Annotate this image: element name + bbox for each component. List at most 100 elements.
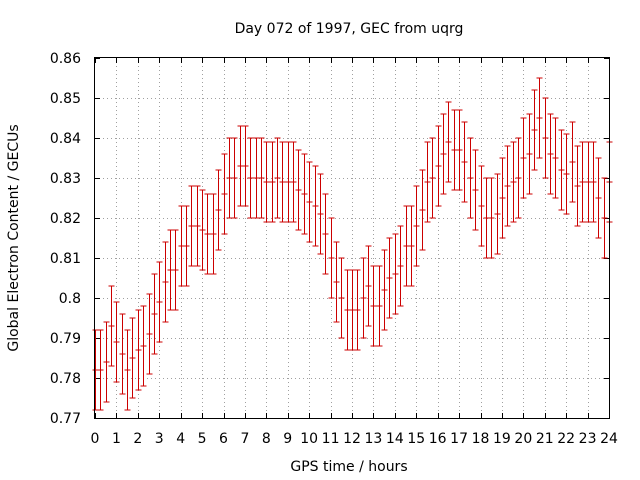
error-bar-point	[194, 185, 201, 267]
x-tick-label: 11	[322, 431, 340, 447]
error-bar-point	[488, 177, 495, 259]
error-bar-point	[376, 265, 383, 347]
x-tick-label: 6	[219, 431, 228, 447]
error-bar-point	[108, 285, 115, 367]
x-tick-label: 23	[579, 431, 597, 447]
y-tick-label: 0.78	[50, 371, 81, 387]
error-bar-point	[263, 141, 270, 223]
error-bar-point	[188, 185, 195, 267]
error-bar-point	[183, 205, 190, 287]
error-bar-point	[140, 305, 147, 387]
error-bar-point	[328, 217, 335, 299]
x-tick-label: 21	[536, 431, 554, 447]
x-tick-label: 19	[493, 431, 511, 447]
x-tick-label: 14	[386, 431, 404, 447]
x-tick-label: 13	[365, 431, 383, 447]
error-bar-point	[526, 113, 533, 195]
x-tick-label: 0	[91, 431, 100, 447]
error-bar-point	[119, 313, 126, 395]
x-tick-label: 7	[240, 431, 249, 447]
error-bar-point	[322, 193, 329, 275]
error-bar-point	[269, 141, 276, 223]
ticks-layer: 0 1 2 3 4 5 6 7 8 9 10 11 12 13 14 15 16 17 18 19 20 21 22 23 24…	[50, 51, 618, 447]
error-bar-point	[156, 261, 163, 343]
error-bar-point	[419, 169, 426, 251]
error-bar-point	[306, 161, 313, 243]
error-bar-point	[231, 137, 238, 219]
error-bar-point	[146, 293, 153, 375]
error-bar-point	[552, 117, 559, 199]
error-bar-point	[435, 125, 442, 207]
y-tick-label: 0.79	[50, 331, 81, 347]
error-bar-point	[365, 245, 372, 327]
x-tick-label: 3	[155, 431, 164, 447]
error-bar-point	[558, 129, 565, 211]
grid-layer	[95, 58, 609, 418]
error-bar-point	[370, 265, 377, 347]
error-bar-point	[408, 205, 415, 287]
error-bar-point	[247, 137, 254, 219]
x-tick-label: 9	[283, 431, 292, 447]
error-bar-point	[574, 145, 581, 227]
error-bar-point	[290, 141, 297, 223]
error-bar-point	[590, 141, 597, 223]
error-bar-point	[381, 249, 388, 331]
error-bar-point	[542, 97, 549, 179]
x-tick-label: 1	[112, 431, 121, 447]
error-bar-point	[445, 101, 452, 183]
y-tick-label: 0.85	[50, 91, 81, 107]
error-bar-point	[397, 225, 404, 307]
x-tick-label: 2	[133, 431, 142, 447]
error-bar-point	[536, 77, 543, 159]
error-bar-point	[151, 273, 158, 355]
error-bar-point	[135, 309, 142, 391]
y-tick-label: 0.83	[50, 171, 81, 187]
error-bar-point	[204, 193, 211, 275]
error-bar-point	[172, 229, 179, 311]
error-bar-point	[386, 237, 393, 319]
error-bar-point	[569, 121, 576, 203]
error-bar-point	[563, 133, 570, 215]
error-bar-point	[317, 173, 324, 255]
error-bar-point	[162, 241, 169, 323]
error-bar-point	[601, 177, 608, 259]
error-bar-point	[103, 321, 110, 403]
chart-title: Day 072 of 1997, GEC from uqrg	[235, 21, 464, 37]
plot-frame	[94, 57, 610, 419]
error-bar-point	[472, 149, 479, 231]
y-axis-label: Global Electron Content / GECUs	[6, 124, 22, 351]
x-tick-label: 16	[429, 431, 447, 447]
y-tick-label: 0.81	[50, 251, 81, 267]
error-bar-point	[531, 89, 538, 171]
x-tick-label: 20	[514, 431, 532, 447]
x-axis-label: GPS time / hours	[290, 459, 407, 475]
error-bar-point	[467, 137, 474, 219]
error-bar-point	[456, 109, 463, 191]
y-tick-label: 0.84	[50, 131, 81, 147]
error-bar-point	[429, 137, 436, 219]
error-bar-point	[499, 157, 506, 239]
error-bar-point	[124, 329, 131, 411]
error-bar-point	[478, 165, 485, 247]
x-tick-label: 10	[300, 431, 318, 447]
x-tick-label: 18	[472, 431, 490, 447]
error-bar-point	[338, 257, 345, 339]
y-tick-label: 0.8	[59, 291, 81, 307]
error-bar-point	[424, 141, 431, 223]
x-tick-label: 24	[600, 431, 618, 447]
error-bar-point	[258, 137, 265, 219]
error-bar-point	[279, 141, 286, 223]
error-bar-point	[440, 113, 447, 195]
y-tick-label: 0.86	[50, 51, 81, 67]
error-bar-point	[113, 301, 120, 383]
error-bar-point	[354, 269, 361, 351]
error-bar-point	[595, 157, 602, 239]
error-bar-point	[295, 149, 302, 231]
error-bar-series	[92, 77, 613, 411]
error-bar-point	[210, 193, 217, 275]
error-bar-point	[547, 113, 554, 195]
error-bar-point	[504, 145, 511, 227]
error-bar-point	[129, 317, 136, 399]
